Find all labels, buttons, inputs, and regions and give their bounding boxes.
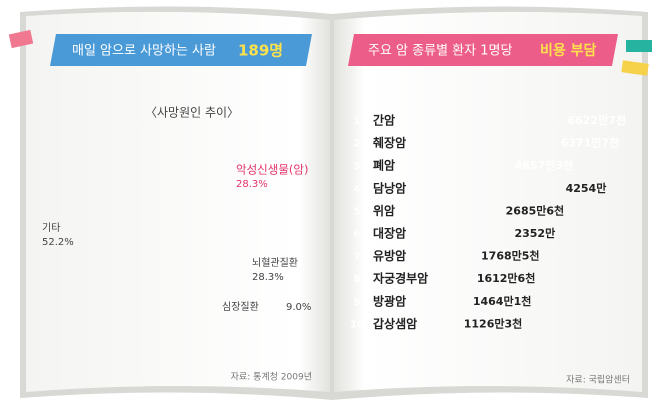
- value-label: 1612만6천: [477, 271, 536, 285]
- title-highlight: 비용 부담: [540, 42, 597, 59]
- pie-value-label: 28.3%: [252, 272, 284, 283]
- rank: 2: [354, 139, 361, 150]
- pie-label: 뇌혈관질환: [252, 256, 298, 269]
- pie-label: 심장질환: [222, 301, 259, 313]
- value-label: 4657만3천: [515, 158, 574, 172]
- category-label: 담낭암: [373, 180, 406, 195]
- chart-title: 매일 암으로 사망하는 사람: [72, 44, 216, 59]
- value-label: 1768만5천: [481, 249, 540, 263]
- category-label: 갑상샘암: [373, 316, 417, 331]
- title-banner: [50, 34, 312, 66]
- value-label: 4254만: [566, 181, 607, 195]
- left-page: [26, 11, 330, 392]
- rank: 4: [354, 184, 361, 195]
- rank: 3: [354, 161, 361, 172]
- title-banner: [348, 34, 618, 66]
- tab: [626, 40, 652, 52]
- tab: [8, 29, 34, 49]
- value-label: 6371만7천: [561, 136, 620, 150]
- category-label: 췌장암: [373, 136, 406, 150]
- value-label: 1464만1천: [473, 294, 532, 308]
- value-label: 2352만: [514, 226, 555, 240]
- category-label: 대장암: [373, 227, 406, 241]
- pie-value-label: 52.2%: [42, 237, 74, 248]
- category-label: 자궁경부암: [373, 271, 428, 286]
- donut-chart: 매일 암으로 사망하는 사람 189명 〈사망원인 추이〉 자료: 통계청 2009년…: [42, 42, 312, 383]
- rank: 9: [354, 297, 361, 308]
- source: 자료: 통계청 2009년: [231, 371, 312, 383]
- chart-title: 주요 암 종류별 환자 1명당: [368, 44, 512, 59]
- value-label: 6622만7천: [567, 113, 626, 127]
- category-label: 폐암: [373, 158, 395, 173]
- rank: 1: [354, 116, 361, 127]
- category-label: 유방암: [373, 248, 406, 263]
- value-label: 2685만6천: [506, 203, 565, 217]
- category-label: 방광암: [373, 293, 406, 308]
- category-label: 간암: [373, 113, 395, 128]
- value-label: 1126만3천: [464, 316, 523, 330]
- rank: 8: [354, 274, 361, 285]
- pie-value-label: 28.3%: [236, 179, 268, 190]
- tab: [621, 60, 649, 76]
- category-label: 위암: [373, 204, 395, 218]
- rank: 5: [354, 206, 361, 217]
- pie-value-label: 9.0%: [286, 302, 311, 313]
- chart-subtitle: 〈사망원인 추이〉: [145, 106, 239, 120]
- pie-label: 기타: [42, 222, 60, 234]
- rank: 7: [354, 252, 361, 263]
- title-highlight: 189명: [238, 42, 283, 60]
- rank: 6: [354, 229, 361, 240]
- right-page: [334, 11, 642, 392]
- pie-label: 악성신생물(암): [236, 163, 308, 177]
- rank: 10: [350, 319, 364, 330]
- source: 자료: 국립암센터: [566, 374, 630, 386]
